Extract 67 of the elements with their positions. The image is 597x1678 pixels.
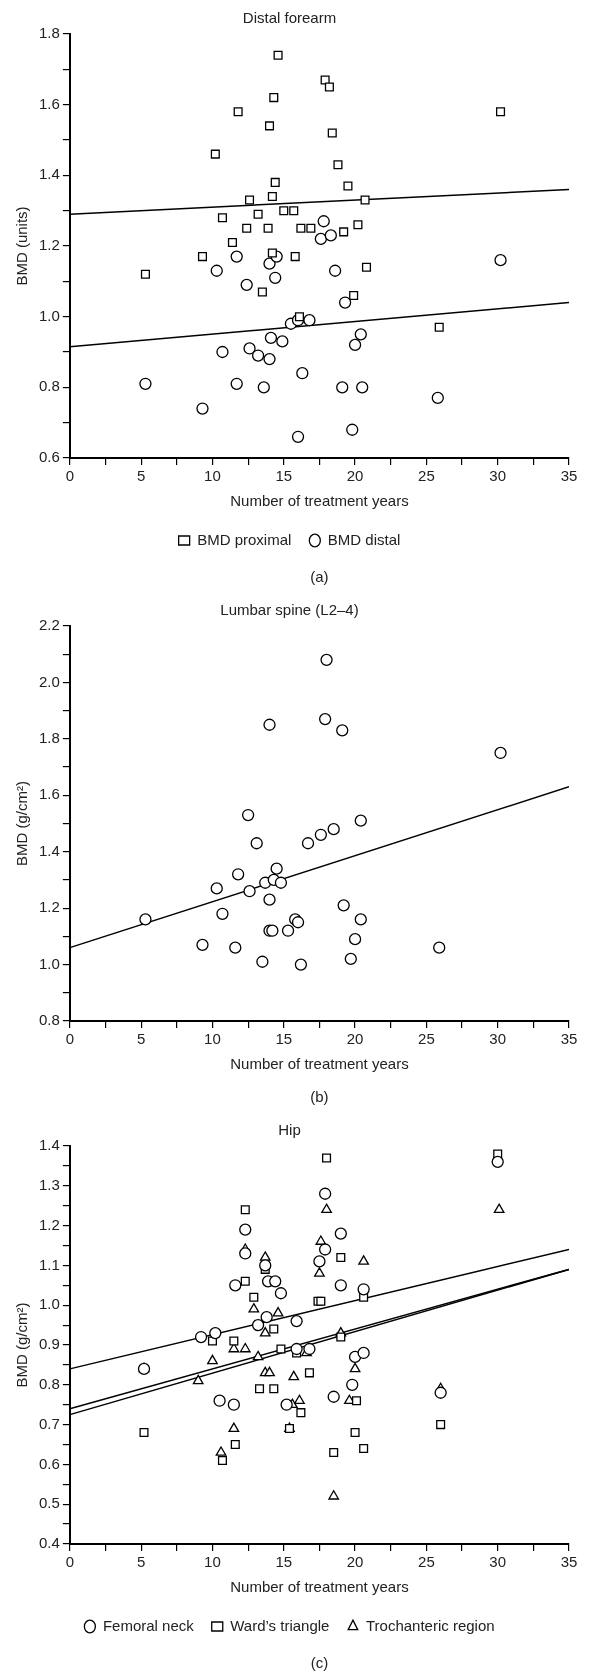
y-tick-label: 1.0 <box>38 1295 60 1313</box>
y-tick-label: 1.8 <box>38 24 60 42</box>
x-tick-label: 35 <box>560 1030 578 1048</box>
y-axis-title: BMD (g/cm²) <box>13 1302 31 1388</box>
y-tick-label: 0.5 <box>38 1494 60 1512</box>
x-tick-label: 20 <box>346 1030 364 1048</box>
legend-label: BMD proximal <box>197 530 292 548</box>
x-tick-label: 0 <box>65 1553 75 1571</box>
y-tick-label: 1.1 <box>38 1255 60 1273</box>
x-tick-label: 30 <box>489 1030 507 1048</box>
y-tick-label: 1.0 <box>38 954 60 972</box>
x-tick-label: 20 <box>346 1553 364 1571</box>
y-tick-label: 0.8 <box>38 1011 60 1029</box>
y-tick-label: 2.2 <box>38 616 60 634</box>
x-tick-label: 5 <box>136 467 146 485</box>
y-tick-label: 1.4 <box>38 1136 60 1154</box>
y-tick-label: 0.9 <box>38 1335 60 1353</box>
y-tick-label: 1.2 <box>38 1215 60 1233</box>
y-tick-label: 0.7 <box>38 1414 60 1432</box>
legend-label: Trochanteric region <box>365 1616 495 1634</box>
chart-title: Distal forearm <box>242 9 337 27</box>
y-tick-label: 2.0 <box>38 672 60 690</box>
y-tick-label: 1.0 <box>38 306 60 324</box>
x-tick-label: 15 <box>275 1553 293 1571</box>
y-tick-label: 1.4 <box>38 165 60 183</box>
legend-label: Ward’s triangle <box>230 1616 330 1634</box>
text: (c) <box>310 1654 329 1671</box>
x-tick-label: 30 <box>489 1553 507 1571</box>
x-tick-label: 25 <box>418 1553 435 1571</box>
x-tick-label: 35 <box>560 1553 578 1571</box>
x-tick-label: 15 <box>275 1030 293 1048</box>
x-tick-label: 0 <box>65 467 75 485</box>
y-tick-label: 1.4 <box>38 841 60 859</box>
y-tick-label: 1.6 <box>38 94 60 112</box>
y-tick-label: 1.2 <box>38 236 60 254</box>
x-axis-title: Number of treatment years <box>230 1578 409 1596</box>
y-tick-label: 0.6 <box>38 448 60 466</box>
x-tick-label: 30 <box>489 467 507 485</box>
y-tick-label: 1.8 <box>38 729 60 746</box>
x-tick-label: 20 <box>346 467 364 485</box>
x-tick-label: 0 <box>65 1030 75 1048</box>
x-tick-label: 10 <box>204 467 221 485</box>
chart-title: Lumbar spine (L2–4) <box>220 601 359 619</box>
x-axis-title: Number of treatment years <box>230 492 409 510</box>
x-tick-label: 15 <box>275 467 293 485</box>
legend-label: BMD distal <box>327 530 401 548</box>
x-tick-label: 35 <box>560 467 578 485</box>
text: (a) <box>310 568 329 585</box>
y-tick-label: 0.8 <box>38 1374 60 1392</box>
x-tick-label: 25 <box>418 1030 435 1048</box>
legend-label: Femoral neck <box>102 1616 195 1634</box>
y-tick-label: 1.6 <box>38 785 60 803</box>
x-tick-label: 5 <box>136 1030 146 1048</box>
x-tick-label: 5 <box>136 1553 146 1571</box>
y-tick-label: 1.3 <box>38 1175 60 1193</box>
y-tick-label: 0.8 <box>38 377 60 395</box>
y-tick-label: 0.4 <box>38 1534 60 1552</box>
y-axis-title: BMD (g/cm²) <box>13 781 31 866</box>
y-tick-label: 1.2 <box>38 898 60 916</box>
x-axis-title: Number of treatment years <box>230 1055 409 1073</box>
y-tick-label: 0.6 <box>38 1454 60 1472</box>
y-axis-title: BMD (units) <box>13 206 31 286</box>
text: (b) <box>310 1088 329 1105</box>
x-tick-label: 25 <box>418 467 435 485</box>
x-tick-label: 10 <box>204 1553 221 1571</box>
x-tick-label: 10 <box>204 1030 221 1048</box>
chart-title: Hip <box>278 1121 301 1139</box>
